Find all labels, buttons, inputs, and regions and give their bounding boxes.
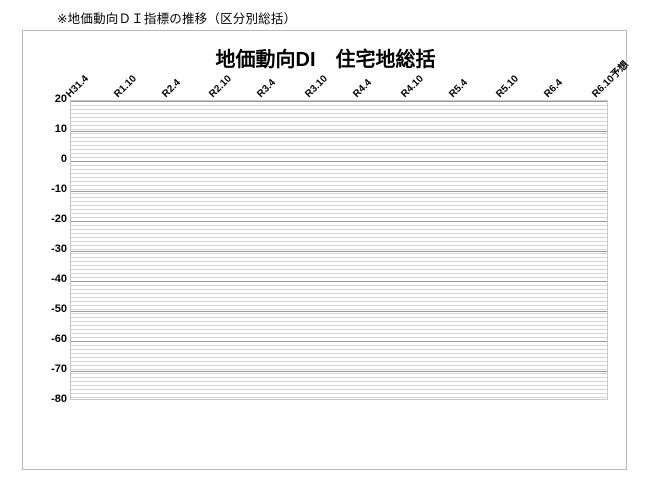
x-tick-label: R4.10 xyxy=(398,73,426,100)
y-tick-label: -20 xyxy=(51,213,67,225)
grid-line-major xyxy=(71,221,607,222)
grid-lines xyxy=(71,101,607,399)
chart-series-lines xyxy=(71,101,608,400)
x-tick-label: R5.4 xyxy=(446,77,470,100)
y-tick-label: -10 xyxy=(51,183,67,195)
y-tick-label: 10 xyxy=(54,123,67,135)
grid-line-major xyxy=(71,251,607,252)
x-tick-label: R4.4 xyxy=(351,77,374,100)
chart-container: 地価動向DI 住宅地総括 H31.4 R1.10 R2.4 R2.10 R3.4 R3.1… xyxy=(22,30,631,470)
y-tick-label: 0 xyxy=(60,153,67,165)
x-axis-tick-labels: H31.4 R1.10 R2.4 R2.10 R3.4 R3.10 R4.4 R4.10 R5.… xyxy=(64,31,631,100)
x-tick-label: R3.4 xyxy=(255,77,279,100)
y-tick-label: 20 xyxy=(54,93,67,105)
y-tick-label: -30 xyxy=(51,243,67,255)
page-caption: ※地価動向ＤＩ指標の推移（区分別総括） xyxy=(57,12,297,26)
chart-legend xyxy=(35,409,615,461)
y-tick-label: -70 xyxy=(51,363,67,375)
y-tick-label: -60 xyxy=(51,333,67,345)
x-tick-label: R5.10 xyxy=(494,73,522,100)
grid-line-major xyxy=(71,191,607,192)
x-tick-label: R3.10 xyxy=(303,73,330,100)
grid-line-major xyxy=(71,311,607,312)
plot-area xyxy=(70,100,608,400)
chart-title: 地価動向DI 住宅地総括 xyxy=(215,49,436,71)
grid-line-major xyxy=(71,281,607,282)
x-tick-label: R2.4 xyxy=(159,77,183,100)
y-tick-label: -80 xyxy=(51,393,67,405)
x-tick-label: R2.10 xyxy=(207,73,235,100)
y-tick-label: -50 xyxy=(51,303,67,315)
grid-line-major xyxy=(71,161,607,162)
grid-line-major xyxy=(71,371,607,372)
y-axis-tick-labels: 20 10 0 -10 -20 -30 -40 -50 -60 -70 -80 xyxy=(23,93,67,405)
grid-line-major xyxy=(71,101,607,102)
x-tick-label: R1.10 xyxy=(112,73,139,100)
y-tick-label: -40 xyxy=(51,273,67,285)
grid-line-major xyxy=(71,131,607,132)
x-tick-label: R6.4 xyxy=(542,77,566,100)
grid-line-major xyxy=(71,341,607,342)
x-tick-label: H31.4 xyxy=(64,73,91,100)
